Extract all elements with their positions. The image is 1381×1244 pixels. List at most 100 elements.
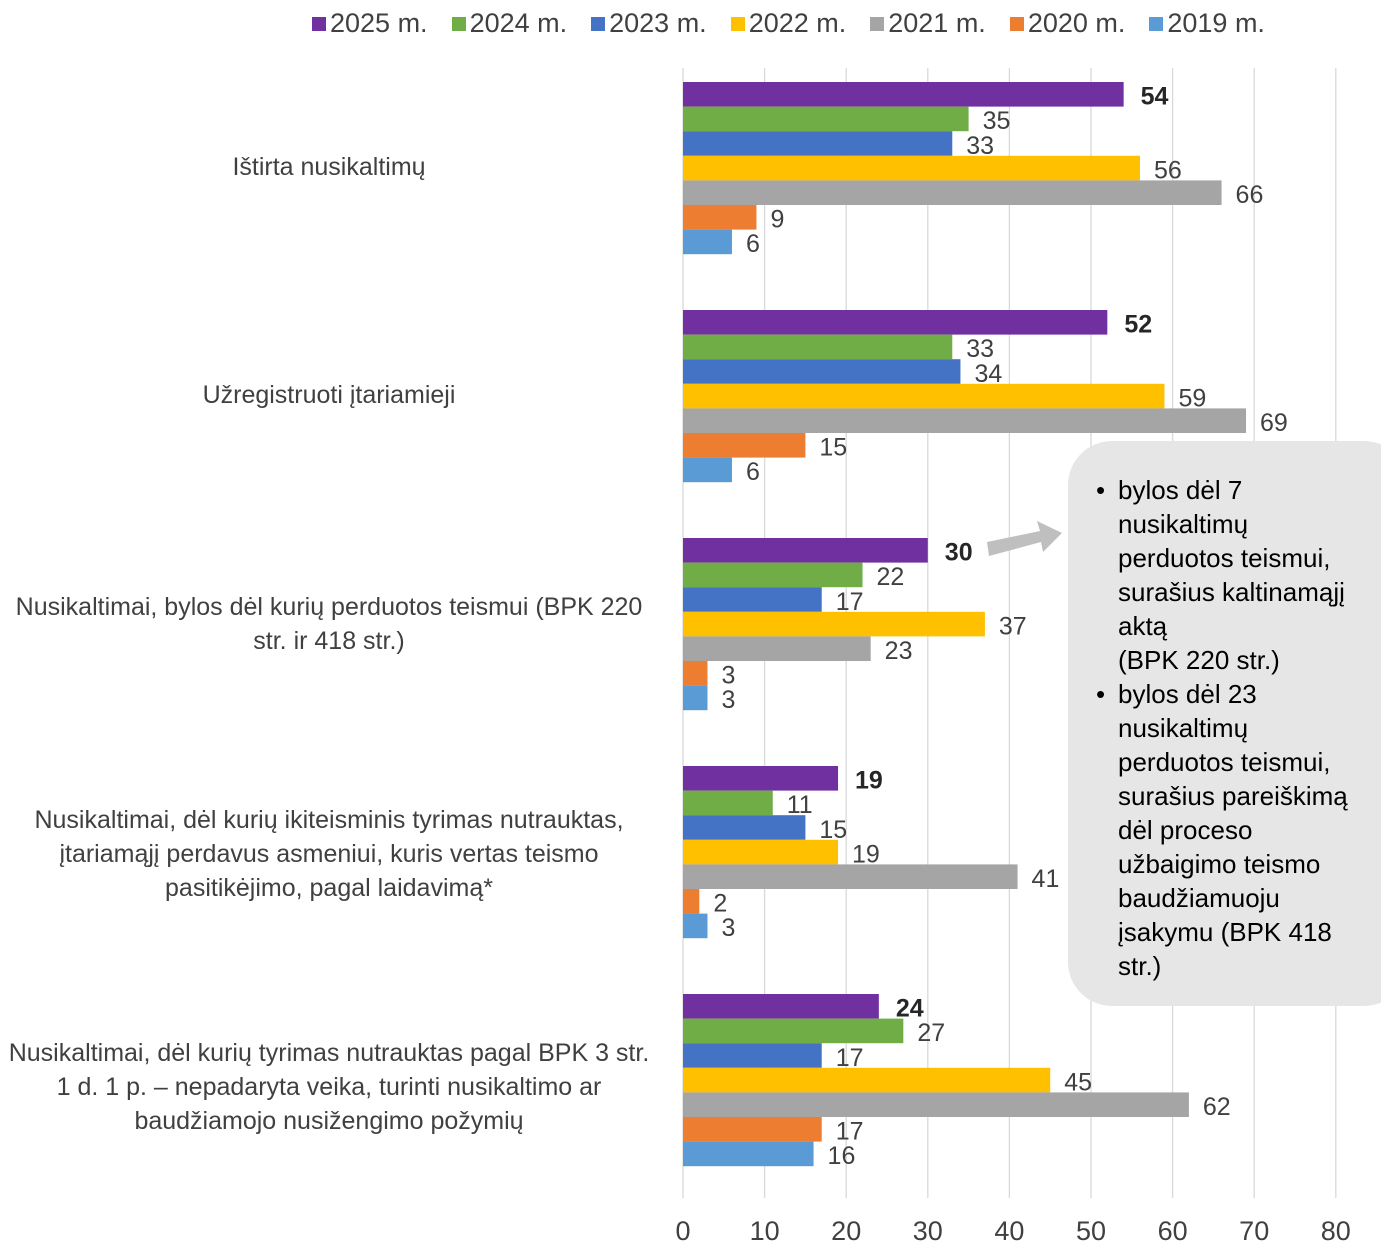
legend-label: 2021 m. [888, 8, 986, 38]
legend-item: 2024 m. [451, 8, 568, 39]
data-label: 30 [945, 539, 973, 567]
data-label: 19 [852, 840, 880, 868]
bar [683, 359, 961, 384]
data-label: 24 [896, 995, 924, 1023]
data-label: 17 [836, 1044, 864, 1072]
legend-item: 2022 m. [730, 8, 847, 39]
bar [683, 106, 969, 132]
bar [683, 82, 1124, 107]
legend-label: 2022 m. [748, 8, 847, 38]
data-label: 17 [836, 1118, 864, 1146]
bar [683, 994, 879, 1019]
category-label: Nusikaltimai, bylos dėl kurių perduotos … [15, 593, 643, 655]
data-label: 41 [1032, 865, 1060, 893]
data-label: 23 [885, 637, 913, 665]
callout-item-1: bylos dėl 7 nusikaltimų perduotos teismu… [1096, 473, 1381, 677]
bar [683, 408, 1247, 433]
data-label: 35 [983, 107, 1011, 135]
legend-item: 2021 m. [870, 8, 986, 39]
data-label: 3 [721, 662, 735, 690]
legend-item: 2020 m. [1009, 8, 1125, 39]
category-label: Nusikaltimai, dėl kurių tyrimas nutraukt… [8, 1039, 650, 1135]
data-label: 54 [1141, 83, 1169, 111]
callout-list: bylos dėl 7 nusikaltimų perduotos teismu… [1096, 473, 1381, 983]
legend-label: 2019 m. [1167, 8, 1265, 38]
chart-legend: 2025 m. 2024 m. 2023 m. 2022 m. 2021 m. 2020 … [312, 8, 1289, 39]
legend-swatch [1149, 16, 1164, 31]
x-tick-label: 60 [1158, 1216, 1188, 1244]
bar [683, 433, 806, 458]
bar [683, 562, 863, 588]
legend-label: 2025 m. [330, 8, 428, 38]
data-label: 34 [974, 360, 1002, 388]
bar [683, 636, 871, 661]
legend-swatch [591, 16, 606, 31]
x-tick-label: 70 [1239, 1216, 1269, 1244]
x-tick-label: 40 [994, 1216, 1024, 1244]
data-label: 62 [1203, 1093, 1231, 1121]
data-label: 27 [917, 1019, 945, 1047]
legend-label: 2024 m. [469, 8, 568, 38]
bar [683, 587, 822, 612]
bar [683, 457, 732, 483]
bar [683, 839, 839, 865]
x-tick-label: 30 [913, 1216, 943, 1244]
data-label: 19 [855, 767, 883, 795]
bar [683, 1141, 814, 1167]
data-label: 17 [836, 588, 864, 616]
data-label: 45 [1064, 1068, 1092, 1096]
callout-item-2: bylos dėl 23 nusikaltimų perduotos teism… [1096, 677, 1381, 983]
bar [683, 889, 700, 914]
bar [683, 611, 985, 637]
bar [683, 685, 708, 711]
legend-swatch [312, 16, 326, 31]
legend-swatch [870, 16, 885, 31]
bar [683, 790, 773, 816]
bar [683, 131, 953, 156]
x-tick-label: 10 [750, 1216, 780, 1244]
bar [683, 1117, 822, 1142]
bar [683, 1018, 904, 1044]
data-label: 15 [819, 434, 847, 462]
data-label: 2 [713, 890, 727, 918]
bar [683, 383, 1165, 409]
data-label: 22 [877, 563, 905, 591]
data-label: 6 [746, 458, 760, 486]
x-tick-label: 20 [831, 1216, 861, 1244]
bar [683, 538, 928, 563]
data-label: 6 [746, 230, 760, 258]
x-tick-label: 50 [1076, 1216, 1106, 1244]
data-label: 15 [819, 816, 847, 844]
x-tick-label: 80 [1321, 1216, 1351, 1244]
callout-box: bylos dėl 7 nusikaltimų perduotos teismu… [1068, 441, 1381, 1006]
bar [683, 864, 1018, 889]
data-label: 33 [966, 335, 994, 363]
bar [683, 1092, 1189, 1117]
bar [683, 1067, 1051, 1093]
data-label: 16 [828, 1142, 856, 1170]
category-label: Nusikaltimai, dėl kurių ikiteisminis tyr… [34, 806, 624, 902]
bar [683, 815, 806, 840]
legend-item: 2019 m. [1149, 8, 1265, 39]
category-label: Užregistruoti įtariamieji [202, 381, 456, 409]
legend-swatch [451, 16, 466, 31]
x-tick-label: 0 [675, 1216, 690, 1244]
bar [683, 310, 1108, 335]
bar [683, 180, 1222, 205]
callout-arrow [987, 521, 1062, 556]
data-label: 33 [966, 132, 994, 160]
data-label: 69 [1260, 409, 1288, 437]
legend-swatch [1009, 16, 1024, 31]
legend-item: 2025 m. [312, 8, 428, 39]
data-label: 3 [721, 914, 735, 942]
bar [683, 334, 953, 360]
data-label: 9 [770, 206, 784, 234]
data-label: 66 [1236, 181, 1264, 209]
data-label: 56 [1154, 156, 1182, 184]
bar [683, 205, 757, 230]
bar [683, 1043, 822, 1068]
legend-swatch [730, 16, 745, 31]
bar [683, 661, 708, 686]
data-label: 37 [999, 612, 1027, 640]
